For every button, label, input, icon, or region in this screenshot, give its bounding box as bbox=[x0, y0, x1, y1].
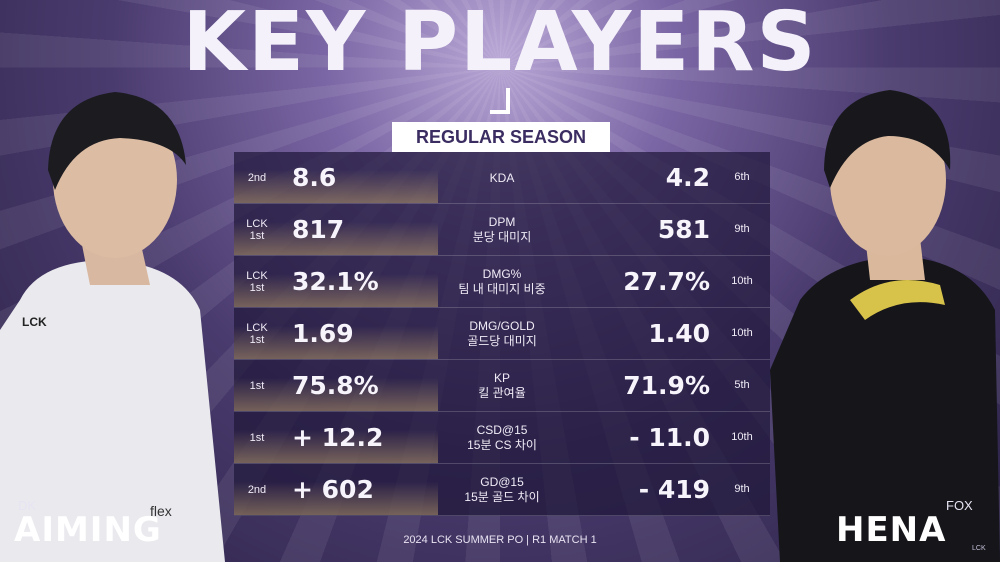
left-rank-line: 2nd bbox=[247, 484, 267, 496]
stat-row: 2nd 8.6 KDA 4.2 6th bbox=[234, 152, 770, 204]
stat-row: LCK 1st 1.69 DMG/GOLD 골드당 대미지 1.40 10th bbox=[234, 308, 770, 360]
left-stat-value: 75.8% bbox=[292, 371, 379, 400]
right-rank: 10th bbox=[731, 275, 753, 287]
stat-label-line: 15분 골드 차이 bbox=[464, 490, 540, 504]
right-rank: 5th bbox=[734, 379, 750, 391]
stat-label: KP 킬 관여율 bbox=[424, 371, 580, 401]
left-rank: LCK 1st bbox=[234, 322, 280, 346]
left-rank-line: 1st bbox=[249, 230, 265, 242]
right-stat-value: - 11.0 bbox=[629, 423, 710, 452]
left-player-name: AIMING bbox=[14, 510, 162, 550]
right-player-name: HENA bbox=[836, 510, 947, 550]
left-rank-line: 2nd bbox=[247, 172, 267, 184]
stat-label-line: CSD@15 bbox=[476, 423, 528, 437]
stat-label-line: 킬 관여율 bbox=[478, 386, 526, 400]
stat-label: DMG% 팀 내 대미지 비중 bbox=[424, 267, 580, 297]
stat-label-line: DMG% bbox=[482, 267, 522, 281]
stat-label: DMG/GOLD 골드당 대미지 bbox=[424, 319, 580, 349]
left-rank-line: 1st bbox=[249, 282, 265, 294]
left-rank: 1st bbox=[234, 380, 280, 392]
stat-row: 1st 75.8% KP 킬 관여율 71.9% 5th bbox=[234, 360, 770, 412]
stat-label-line: DPM bbox=[488, 215, 516, 229]
right-stat-value: - 419 bbox=[638, 475, 710, 504]
right-rank: 6th bbox=[734, 171, 750, 183]
left-rank: LCK 1st bbox=[234, 218, 280, 242]
stat-label-line: DMG/GOLD bbox=[469, 319, 535, 333]
match-info: 2024 LCK SUMMER PO | R1 MATCH 1 bbox=[403, 534, 597, 546]
stat-row: LCK 1st 817 DPM 분당 대미지 581 9th bbox=[234, 204, 770, 256]
stat-label-line: 15분 CS 차이 bbox=[467, 438, 537, 452]
left-rank-line: 1st bbox=[249, 432, 265, 444]
jersey-mark-text: LCK bbox=[22, 315, 47, 329]
left-value-bar bbox=[234, 308, 438, 359]
right-stat-value: 1.40 bbox=[648, 319, 710, 348]
stat-label: CSD@15 15분 CS 차이 bbox=[424, 423, 580, 453]
stat-label-line: 팀 내 대미지 비중 bbox=[458, 282, 546, 296]
right-stat-value: 71.9% bbox=[623, 371, 710, 400]
left-player-photo: LCK flex bbox=[0, 92, 225, 562]
right-rank: 9th bbox=[734, 483, 750, 495]
right-stat-value: 27.7% bbox=[623, 267, 710, 296]
stat-label: KDA bbox=[424, 171, 580, 186]
logo-mark-icon bbox=[490, 88, 510, 114]
right-player-photo bbox=[770, 90, 1000, 562]
page-title: KEY PLAYERS bbox=[182, 0, 818, 90]
stat-row: 2nd + 602 GD@15 15분 골드 차이 - 419 9th bbox=[234, 464, 770, 516]
stat-label-line: 분당 대미지 bbox=[472, 230, 532, 244]
stat-label-line: KP bbox=[493, 371, 510, 385]
left-team-label: DK bbox=[18, 498, 37, 513]
left-value-bar bbox=[234, 152, 438, 203]
right-small-mark: LCK bbox=[972, 545, 986, 552]
left-value-bar bbox=[234, 464, 438, 515]
jersey-brand-text: flex bbox=[150, 503, 172, 519]
right-stat-value: 4.2 bbox=[665, 163, 710, 192]
left-rank-line: LCK bbox=[246, 218, 268, 230]
right-rank: 10th bbox=[731, 431, 753, 443]
left-rank-line: 1st bbox=[249, 380, 265, 392]
left-stat-value: 32.1% bbox=[292, 267, 379, 296]
left-stat-value: 1.69 bbox=[292, 319, 354, 348]
left-rank: 1st bbox=[234, 432, 280, 444]
left-value-bar bbox=[234, 412, 438, 463]
left-value-bar bbox=[234, 256, 438, 307]
stat-label-line: 골드당 대미지 bbox=[467, 334, 537, 348]
stat-row: 1st + 12.2 CSD@15 15분 CS 차이 - 11.0 10th bbox=[234, 412, 770, 464]
left-stat-value: + 602 bbox=[292, 475, 374, 504]
right-rank: 9th bbox=[734, 223, 750, 235]
stat-label: DPM 분당 대미지 bbox=[424, 215, 580, 245]
stat-label-line: GD@15 bbox=[480, 475, 524, 489]
left-stat-value: 8.6 bbox=[292, 163, 337, 192]
right-rank: 10th bbox=[731, 327, 753, 339]
left-rank: 2nd bbox=[234, 484, 280, 496]
left-rank-line: LCK bbox=[246, 270, 268, 282]
season-badge: REGULAR SEASON bbox=[392, 122, 610, 152]
stat-label: GD@15 15분 골드 차이 bbox=[424, 475, 580, 505]
right-team-label: FOX bbox=[946, 498, 973, 513]
left-value-bar bbox=[234, 360, 438, 411]
left-value-bar bbox=[234, 204, 438, 255]
left-rank-line: LCK bbox=[246, 322, 268, 334]
left-stat-value: + 12.2 bbox=[292, 423, 384, 452]
left-rank: LCK 1st bbox=[234, 270, 280, 294]
right-stat-value: 581 bbox=[657, 215, 710, 244]
stat-label-line: KDA bbox=[489, 171, 515, 185]
left-stat-value: 817 bbox=[292, 215, 345, 244]
left-rank-line: 1st bbox=[249, 334, 265, 346]
stat-row: LCK 1st 32.1% DMG% 팀 내 대미지 비중 27.7% 10th bbox=[234, 256, 770, 308]
left-rank: 2nd bbox=[234, 172, 280, 184]
